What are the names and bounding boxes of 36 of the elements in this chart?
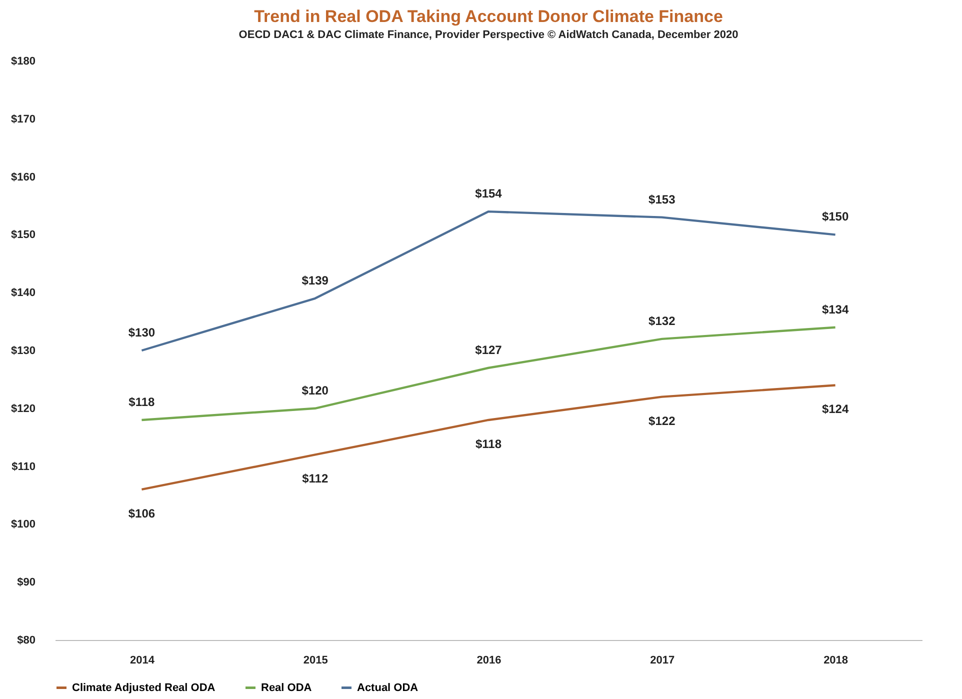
x-tick-label: 2017 xyxy=(650,654,675,666)
y-tick-label: $140 xyxy=(11,287,36,300)
legend-label: Actual ODA xyxy=(357,682,418,694)
data-label: $118 xyxy=(475,436,502,451)
chart-subtitle: OECD DAC1 & DAC Climate Finance, Provider Perspective © AidWatch Canada, December 2020 xyxy=(238,29,738,41)
data-label: $106 xyxy=(128,506,156,520)
data-label: $132 xyxy=(648,314,676,328)
chart-title: Trend in Real ODA Taking Account Donor Climate Finance xyxy=(254,7,723,26)
y-tick-label: $110 xyxy=(12,460,36,473)
data-label: $112 xyxy=(302,472,328,486)
y-tick-label: $160 xyxy=(11,171,36,184)
data-label: $124 xyxy=(822,402,849,416)
data-label: $127 xyxy=(475,342,502,357)
y-tick-label: $80 xyxy=(17,634,36,646)
x-tick-label: 2018 xyxy=(824,654,848,666)
y-tick-label: $170 xyxy=(11,113,36,126)
y-tick-label: $120 xyxy=(11,402,36,415)
legend-label: Real ODA xyxy=(261,682,312,694)
x-tick-label: 2015 xyxy=(303,654,328,666)
x-tick-label: 2014 xyxy=(130,654,156,666)
y-tick-label: $100 xyxy=(11,518,36,531)
data-label: $130 xyxy=(128,326,156,340)
data-label: $118 xyxy=(128,394,156,409)
data-label: $139 xyxy=(302,273,329,288)
data-label: $154 xyxy=(475,186,502,201)
y-tick-label: $150 xyxy=(11,229,36,242)
data-label: $120 xyxy=(302,383,329,398)
data-label: $150 xyxy=(822,210,849,224)
legend-label: Climate Adjusted Real ODA xyxy=(72,682,216,694)
x-tick-label: 2016 xyxy=(476,654,502,666)
y-tick-label: $90 xyxy=(17,576,36,589)
y-tick-label: $180 xyxy=(11,56,36,68)
y-tick-label: $130 xyxy=(11,345,36,357)
data-label: $134 xyxy=(822,302,849,316)
data-label: $153 xyxy=(648,192,676,206)
data-label: $122 xyxy=(648,414,676,428)
